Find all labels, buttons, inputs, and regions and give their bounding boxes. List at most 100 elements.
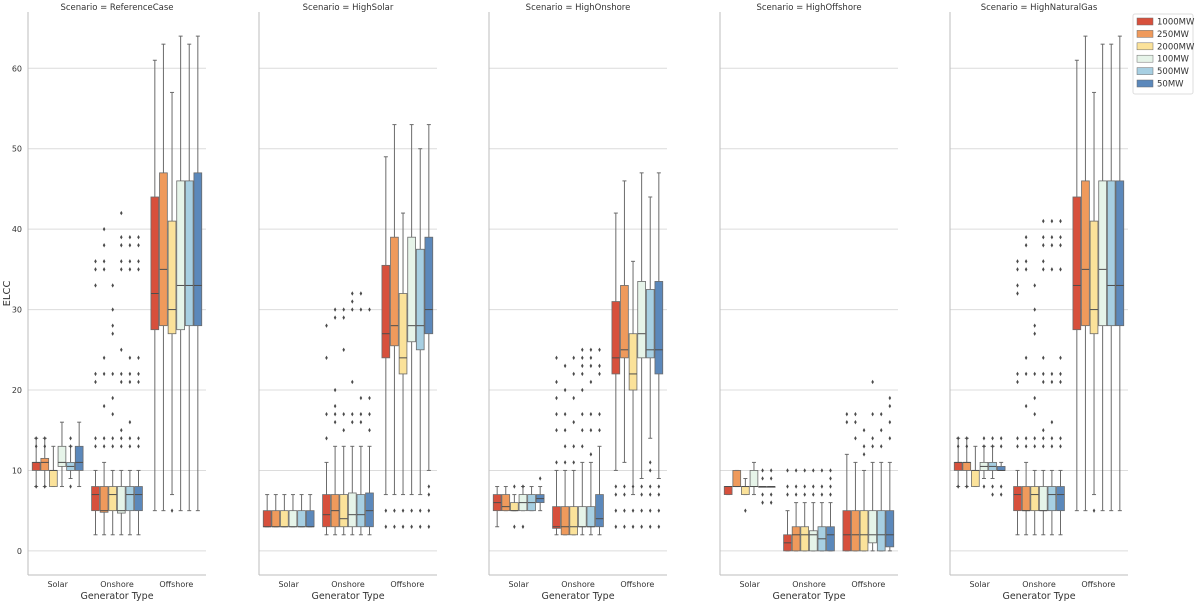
outlier-point bbox=[120, 267, 123, 272]
legend-swatch bbox=[1136, 30, 1154, 38]
outlier-point bbox=[137, 235, 140, 240]
outlier-point bbox=[761, 500, 764, 505]
outlier-point bbox=[1042, 379, 1045, 385]
outlier-point bbox=[999, 436, 1003, 441]
outlier-point bbox=[888, 436, 892, 441]
box-solar-50MW bbox=[766, 468, 776, 505]
box-body bbox=[637, 281, 646, 359]
outlier-point bbox=[120, 259, 123, 264]
outlier-point bbox=[102, 259, 106, 264]
box-body bbox=[117, 486, 126, 514]
outlier-point bbox=[1016, 444, 1019, 449]
box-body bbox=[1021, 486, 1031, 512]
box-body bbox=[1081, 180, 1090, 327]
outlier-point bbox=[956, 484, 960, 489]
outlier-point bbox=[43, 436, 47, 441]
box-body bbox=[628, 333, 638, 391]
outlier-point bbox=[803, 468, 806, 473]
box-solar-50MW bbox=[996, 436, 1006, 497]
box-body bbox=[339, 494, 348, 528]
box-onshore-2000MW bbox=[569, 355, 578, 536]
outlier-point bbox=[128, 243, 132, 248]
outlier-point bbox=[572, 395, 575, 401]
outlier-point bbox=[563, 444, 567, 449]
box-offshore-100MW bbox=[1098, 43, 1107, 512]
outlier-point bbox=[563, 411, 567, 417]
x-tick-label: Offshore bbox=[390, 580, 424, 589]
box-offshore-500MW bbox=[415, 148, 425, 529]
outlier-point bbox=[368, 428, 371, 433]
outlier-point bbox=[1050, 371, 1054, 377]
box-body bbox=[176, 180, 185, 331]
outlier-point bbox=[845, 419, 849, 425]
box-onshore-500MW bbox=[817, 468, 827, 552]
outlier-point bbox=[589, 452, 593, 457]
box-body bbox=[1098, 180, 1107, 327]
box-solar-1000MW bbox=[31, 436, 41, 489]
box-solar-250MW bbox=[40, 436, 50, 489]
outlier-point bbox=[871, 379, 874, 385]
outlier-point bbox=[589, 379, 593, 385]
outlier-point bbox=[102, 226, 106, 232]
box-onshore-1000MW bbox=[91, 259, 100, 536]
box-body bbox=[297, 510, 306, 528]
outlier-point bbox=[555, 379, 558, 385]
x-tick-label: Solar bbox=[739, 580, 760, 589]
outlier-point bbox=[418, 524, 422, 529]
outlier-point bbox=[1059, 379, 1062, 385]
outlier-point bbox=[111, 444, 114, 449]
outlier-point bbox=[128, 379, 132, 385]
outlier-point bbox=[1059, 267, 1062, 272]
box-body bbox=[1013, 486, 1022, 512]
outlier-point bbox=[640, 524, 643, 529]
outlier-point bbox=[1050, 218, 1054, 224]
outlier-point bbox=[393, 524, 396, 529]
y-tick-label: 10 bbox=[12, 466, 22, 475]
y-tick-label: 50 bbox=[12, 145, 22, 154]
box-solar-2000MW bbox=[971, 445, 980, 488]
box-onshore-50MW bbox=[595, 347, 604, 536]
outlier-point bbox=[1059, 355, 1062, 361]
box-body bbox=[322, 494, 331, 528]
panel-1: Scenario = ReferenceCase 0 10 20 30 40 50 60 Sol… bbox=[12, 3, 206, 602]
outlier-point bbox=[1059, 243, 1062, 248]
outlier-point bbox=[427, 484, 431, 489]
outlier-point bbox=[1059, 218, 1062, 224]
outlier-point bbox=[648, 492, 652, 497]
y-axis-label: ELCC bbox=[2, 281, 13, 307]
outlier-point bbox=[761, 468, 764, 473]
outlier-point bbox=[829, 492, 832, 497]
box-body bbox=[193, 172, 203, 327]
box-body bbox=[31, 461, 41, 471]
outlier-point bbox=[69, 436, 72, 441]
box-body bbox=[620, 285, 629, 359]
outlier-point bbox=[657, 524, 661, 529]
legend-label: 500MW bbox=[1157, 67, 1190, 77]
x-tick-label: Solar bbox=[508, 580, 529, 589]
outlier-point bbox=[94, 379, 97, 385]
outlier-point bbox=[555, 428, 558, 433]
outlier-point bbox=[111, 371, 114, 377]
box-body bbox=[595, 494, 604, 528]
legend-label: 2000MW bbox=[1157, 42, 1195, 52]
outlier-point bbox=[137, 259, 140, 264]
outlier-point bbox=[1016, 379, 1019, 385]
outlier-point bbox=[1042, 259, 1045, 264]
outlier-point bbox=[803, 492, 806, 497]
box-onshore-250MW bbox=[99, 226, 109, 536]
box-offshore-100MW bbox=[176, 35, 185, 512]
box-offshore-500MW bbox=[184, 43, 194, 512]
box-onshore-100MW bbox=[347, 291, 357, 536]
outlier-point bbox=[1033, 283, 1036, 288]
outlier-point bbox=[829, 476, 832, 481]
x-tick-label: Onshore bbox=[100, 580, 134, 589]
outlier-point bbox=[614, 524, 618, 529]
outlier-point bbox=[623, 484, 626, 489]
x-tick-label: Solar bbox=[969, 580, 990, 589]
box-body bbox=[953, 461, 963, 471]
outlier-point bbox=[111, 395, 114, 401]
outlier-point bbox=[1033, 395, 1036, 401]
y-tick-label: 20 bbox=[12, 386, 22, 395]
outlier-point bbox=[614, 508, 618, 513]
box-offshore-1000MW bbox=[150, 59, 160, 512]
